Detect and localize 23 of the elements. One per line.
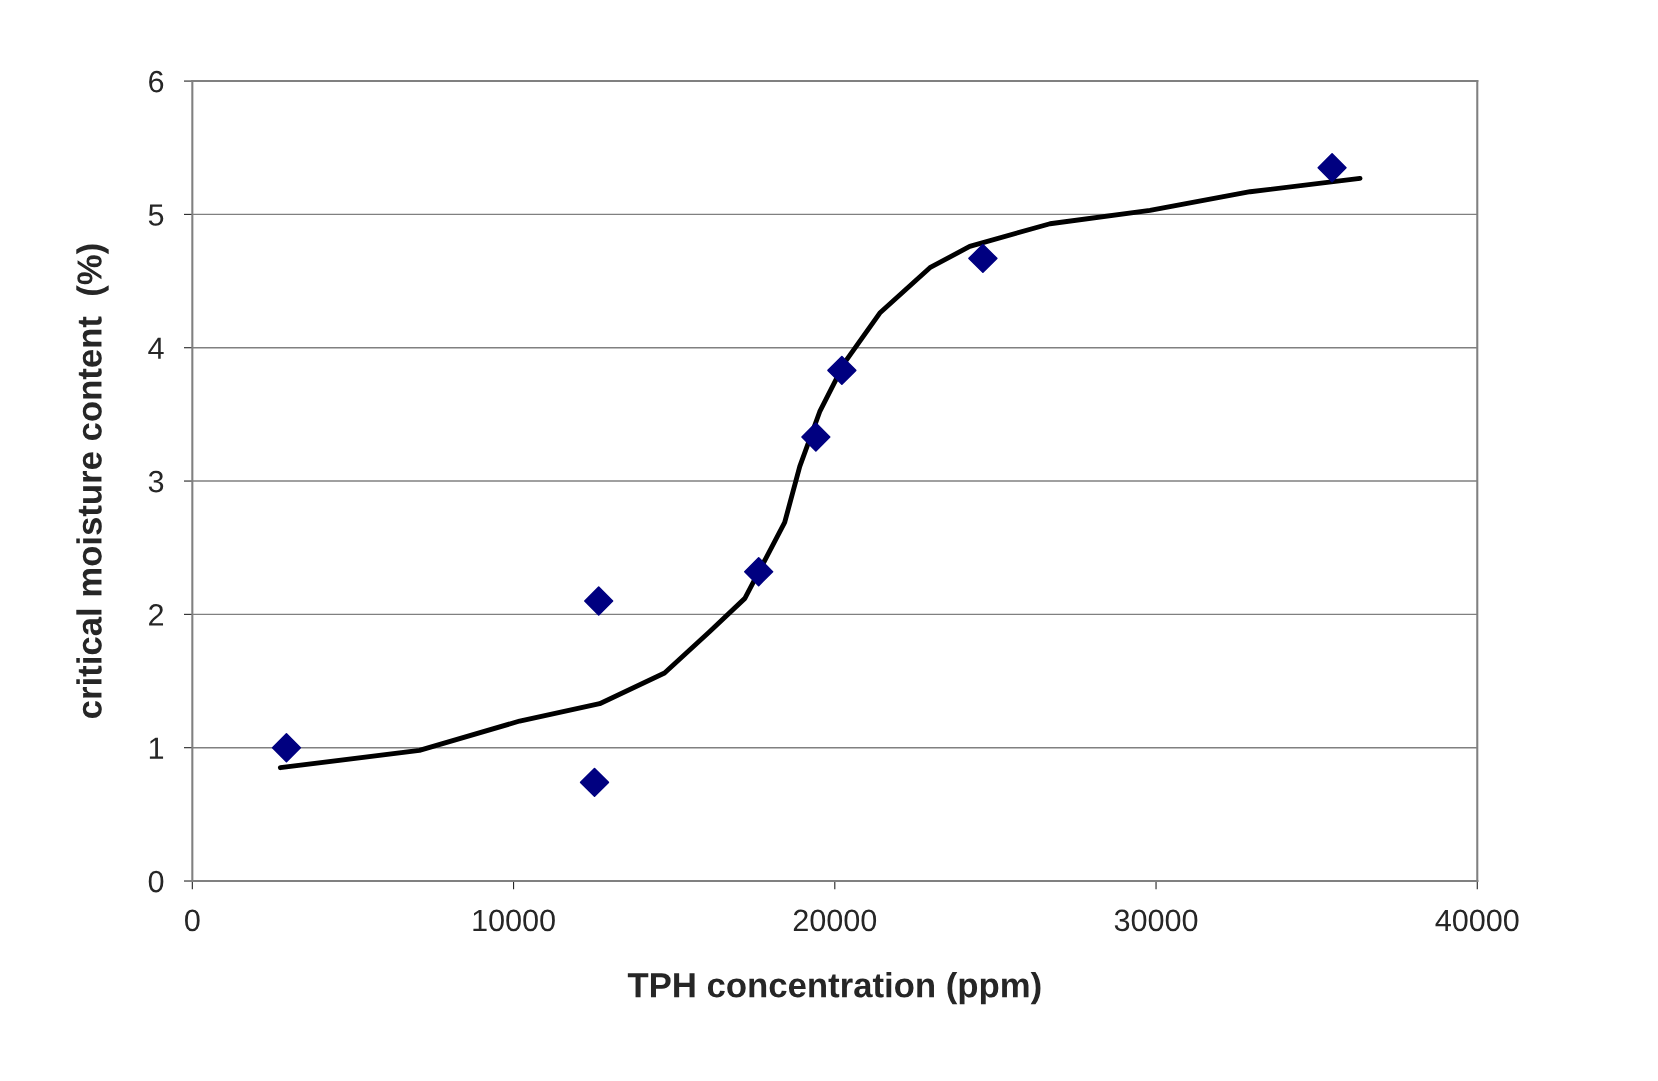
point [584,586,614,616]
y-tick-label: 6 [149,70,164,93]
y-tick-label: 4 [148,337,164,359]
point [1317,153,1347,183]
x-tick-label: 30000 [1114,909,1198,932]
y-tick-label: 3 [148,470,164,493]
point [579,767,610,798]
x-tick-label: 0 [185,909,200,932]
point [801,422,831,452]
x-tick-label: 20000 [793,909,877,932]
x-axis-title: TPH concentration (ppm) [627,972,1041,1005]
line-series [277,175,1363,771]
x-tick-label: 10000 [473,909,555,932]
y-tick-label: 2 [149,604,164,626]
point [743,557,774,587]
y-tick-label: 5 [148,204,164,226]
y-axis-title: critical moisture content (%) [76,244,109,718]
y-tick-label: 0 [148,870,164,893]
point [827,355,857,386]
x-tick-label: 40000 [1435,909,1519,932]
y-tick-label: 1 [149,737,164,759]
point [271,733,302,763]
point [968,243,998,274]
